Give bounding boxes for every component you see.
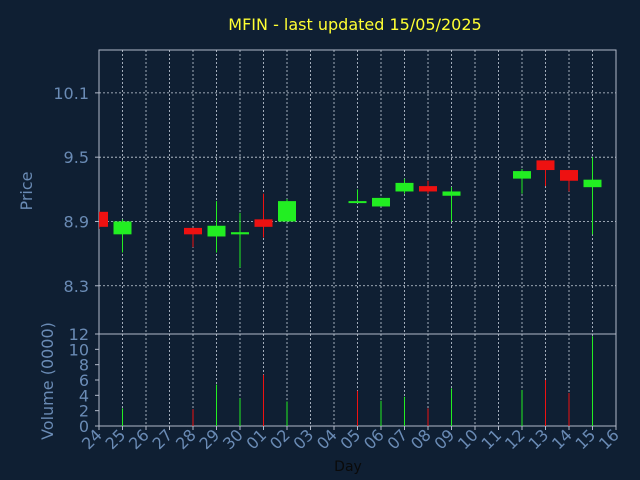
candle-body xyxy=(372,197,390,207)
x-axis-label: Day xyxy=(334,459,362,475)
candle-body xyxy=(207,225,226,237)
volume-tick-label: 2 xyxy=(79,402,89,421)
volume-tick-label: 12 xyxy=(69,325,89,344)
price-tick-label: 8.3 xyxy=(64,277,89,296)
candle-body xyxy=(254,219,273,227)
volume-tick-label: 0 xyxy=(79,417,89,436)
candle-body xyxy=(231,232,249,235)
candle-body xyxy=(113,221,132,235)
candles xyxy=(99,157,602,268)
volume-tick-label: 10 xyxy=(69,340,89,359)
price-tick-label: 10.1 xyxy=(53,84,89,103)
candle-body xyxy=(184,227,202,235)
volume-tick-label: 8 xyxy=(79,356,89,375)
price-tick-label: 8.9 xyxy=(64,212,89,231)
price-panel: 8.3 8.9 9.5 10.1 xyxy=(53,49,617,335)
candle-body xyxy=(348,201,367,204)
candle-body xyxy=(536,160,555,171)
candle-body xyxy=(99,211,108,227)
price-axis-label: Price xyxy=(17,171,36,210)
price-tick-label: 9.5 xyxy=(64,148,89,167)
volume-tick-label: 6 xyxy=(79,371,89,390)
candle-body xyxy=(278,201,296,222)
volume-tick-label: 4 xyxy=(79,386,89,405)
candle-body xyxy=(419,186,437,192)
x-tick-labels: 2425262728293001020304050607080910111213… xyxy=(78,425,623,453)
candle-body xyxy=(583,179,602,188)
candle-body xyxy=(395,182,414,192)
chart-title: MFIN - last updated 15/05/2025 xyxy=(228,15,481,34)
candle-body xyxy=(560,170,578,181)
candle-body xyxy=(442,191,461,196)
volume-axis-label: Volume (0000) xyxy=(38,322,57,440)
candle-body xyxy=(513,171,531,179)
